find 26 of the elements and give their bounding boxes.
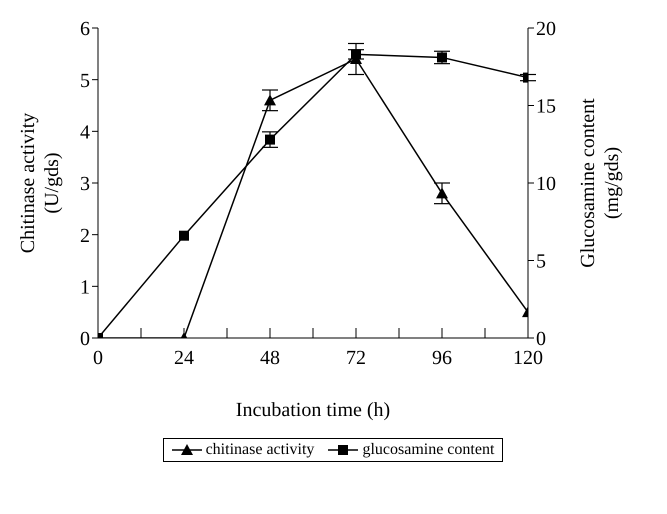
point bbox=[437, 52, 447, 62]
point bbox=[351, 49, 361, 60]
y2-tick-label: 10 bbox=[536, 173, 556, 196]
x-tick-label: 48 bbox=[260, 347, 280, 370]
y2-tick-label: 15 bbox=[536, 96, 556, 118]
x-axis-title: Incubation time (h) bbox=[236, 399, 390, 421]
y-tick-label: 6 bbox=[80, 18, 90, 40]
x-tick-label: 72 bbox=[346, 347, 366, 370]
x-tick-label: 24 bbox=[174, 347, 194, 370]
y-tick-label: 3 bbox=[80, 173, 90, 196]
x-tick-label: 96 bbox=[432, 347, 452, 370]
y-tick-label: 2 bbox=[80, 224, 90, 247]
legend-label: chitinase activity bbox=[204, 441, 314, 459]
y2-tick-label: 5 bbox=[536, 250, 546, 273]
y-tick-label: 5 bbox=[80, 70, 90, 92]
y-tick-label: 1 bbox=[80, 276, 90, 298]
y2-tick-label: 20 bbox=[536, 18, 556, 40]
y2-axis-title: Glucosamine content (mg/gds) bbox=[577, 98, 623, 268]
point bbox=[436, 187, 448, 198]
y-axis-title: Chitinase activity (U/gds) bbox=[17, 112, 63, 254]
y-tick-label: 4 bbox=[80, 121, 90, 144]
point bbox=[265, 134, 275, 145]
point bbox=[179, 230, 189, 241]
legend-label: glucosamine content bbox=[361, 441, 494, 459]
point bbox=[264, 94, 276, 106]
y-tick-label: 0 bbox=[80, 328, 90, 350]
